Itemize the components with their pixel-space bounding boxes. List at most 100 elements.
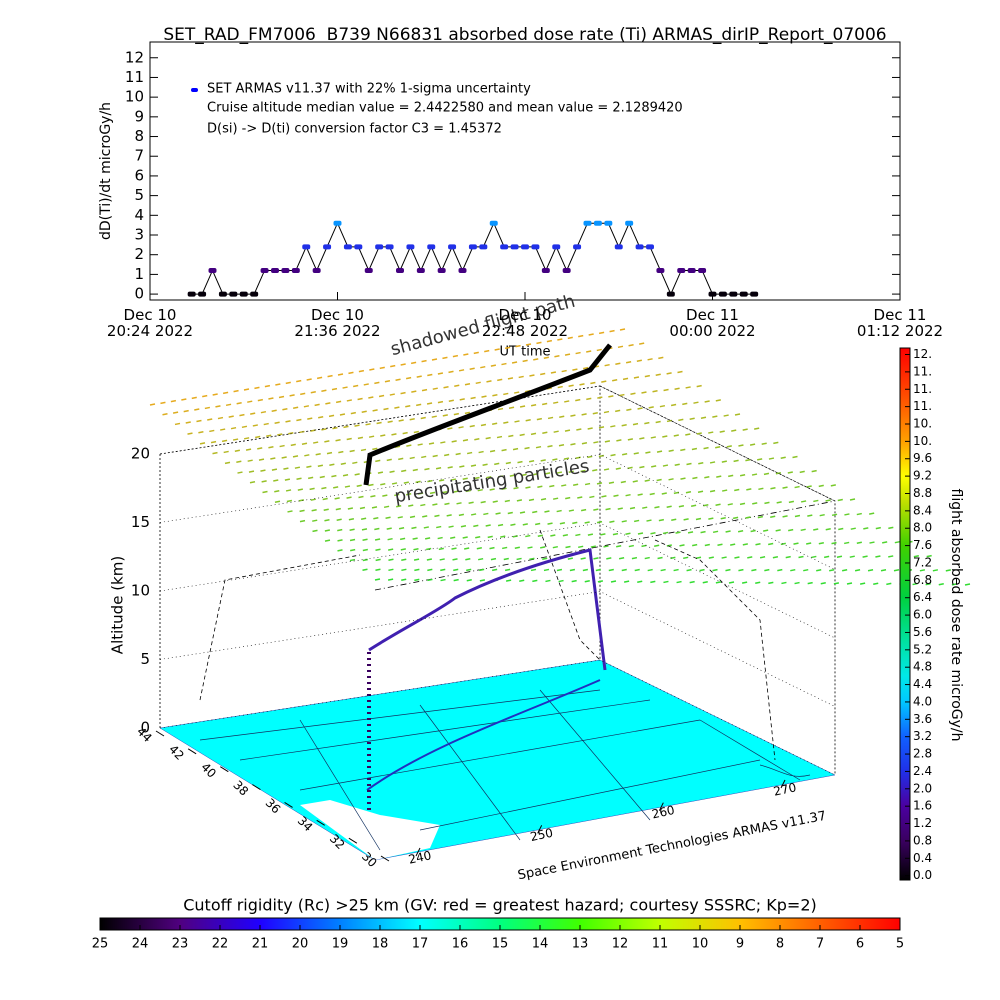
particle	[678, 418, 684, 422]
particle	[450, 536, 456, 540]
particle	[359, 506, 366, 510]
colorbar-tick-label: 19	[332, 937, 349, 952]
particle	[552, 458, 558, 461]
particle	[299, 430, 305, 434]
particle	[375, 558, 381, 562]
particle	[699, 568, 705, 572]
particle	[734, 556, 740, 559]
particle	[464, 547, 470, 550]
particle	[271, 409, 277, 412]
lat-tick	[316, 819, 325, 826]
particle	[798, 555, 804, 559]
particle	[511, 361, 518, 364]
colorbar-tick-label: 5	[896, 937, 904, 952]
data-point	[323, 244, 332, 250]
colorbar-tick-label: 17	[412, 937, 429, 952]
particle	[938, 583, 944, 586]
particle	[652, 390, 658, 393]
particle	[372, 409, 378, 412]
particle	[530, 568, 537, 572]
particle	[543, 356, 549, 360]
particle	[628, 343, 634, 347]
shadow-path	[199, 529, 776, 761]
particle	[755, 581, 761, 584]
particle	[633, 376, 640, 379]
particle	[604, 440, 611, 443]
particle	[734, 413, 741, 416]
particle	[731, 429, 737, 432]
particle	[751, 568, 757, 572]
colorbar-tick-label: 9.6	[913, 451, 932, 465]
particle	[621, 568, 627, 572]
particle	[525, 419, 531, 422]
particle	[636, 359, 642, 363]
particle	[401, 558, 407, 561]
particle	[497, 378, 503, 382]
particle	[510, 523, 516, 527]
particle	[349, 449, 355, 453]
particle	[181, 398, 187, 401]
particle	[198, 431, 204, 434]
data-point	[218, 291, 227, 297]
data-point	[250, 291, 259, 297]
particle	[342, 386, 348, 389]
colorbar-tick-label: 23	[172, 937, 189, 952]
particle	[671, 518, 677, 522]
particle	[662, 531, 669, 535]
particle	[455, 452, 461, 456]
particle	[563, 457, 570, 460]
particle	[451, 440, 457, 443]
particle	[567, 336, 573, 340]
particle	[661, 492, 667, 495]
particle	[581, 413, 587, 416]
particle	[580, 508, 587, 512]
particle	[601, 380, 607, 383]
particle	[374, 578, 381, 581]
particle	[646, 519, 652, 522]
lat-tick-label: 42	[166, 742, 187, 763]
particle	[846, 582, 853, 585]
particle	[692, 543, 698, 547]
particle	[625, 532, 631, 536]
particle	[396, 504, 402, 508]
particle	[374, 538, 381, 541]
y-tick-label: 3	[134, 226, 144, 244]
colorbar-tick-label: 6	[856, 937, 864, 952]
particle	[324, 539, 331, 542]
particle	[633, 519, 640, 523]
particle	[723, 414, 729, 417]
particle	[558, 444, 565, 447]
particle	[395, 378, 401, 381]
particle	[274, 421, 280, 424]
particle	[486, 475, 492, 479]
particle	[257, 447, 263, 450]
particle	[781, 581, 787, 585]
particle	[674, 463, 680, 467]
colorbar-tick-label: 8.8	[913, 486, 932, 500]
particle	[470, 513, 477, 516]
particle	[513, 486, 519, 490]
particle	[342, 474, 349, 477]
particle	[632, 480, 638, 483]
particle	[278, 395, 285, 399]
particle	[659, 404, 666, 408]
particle	[719, 430, 725, 433]
particle	[232, 438, 239, 441]
particle	[568, 470, 574, 474]
particle	[512, 535, 518, 538]
particle	[497, 475, 504, 478]
y-tick-label: 11	[125, 68, 144, 86]
particle	[666, 505, 672, 508]
colorbar-tick-label: 10.	[913, 417, 932, 431]
particle	[758, 487, 764, 491]
particle	[745, 516, 751, 519]
legend-label: SET ARMAS v11.37 with 22% 1-sigma uncert…	[207, 82, 531, 97]
particle	[533, 358, 539, 361]
particle	[738, 568, 744, 572]
colorbar-tick-label: 21	[252, 937, 269, 952]
particle	[408, 504, 414, 507]
particle	[794, 514, 801, 518]
particle	[220, 428, 226, 431]
particle	[183, 409, 189, 413]
particle	[401, 578, 407, 581]
